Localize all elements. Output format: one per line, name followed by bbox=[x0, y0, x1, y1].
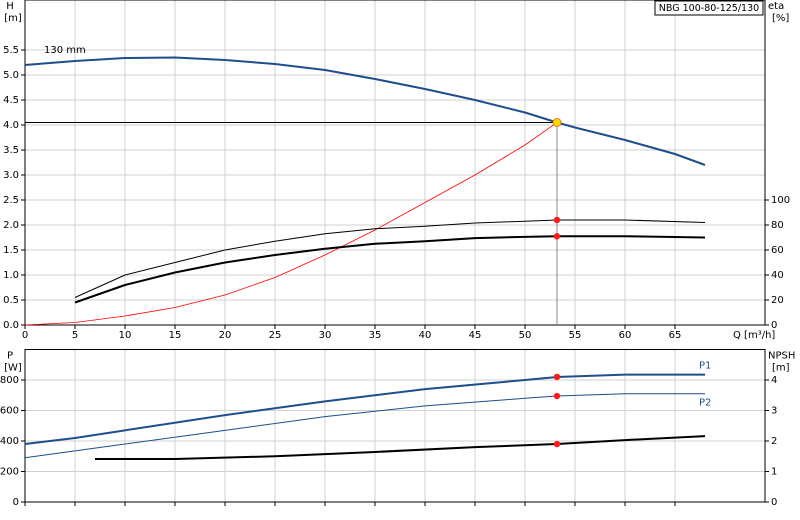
curve bbox=[24, 393, 705, 459]
y-tick-label: 4.5 bbox=[3, 95, 19, 106]
series-label: P1 bbox=[699, 361, 711, 372]
x-tick-label: 50 bbox=[519, 330, 532, 341]
y-tick-label: 4.0 bbox=[3, 120, 19, 131]
y-tick-label: 3.5 bbox=[3, 145, 19, 156]
x-tick-label: 45 bbox=[469, 330, 482, 341]
y-tick-label: 2.5 bbox=[3, 195, 19, 206]
y2-unit: [m] bbox=[772, 363, 790, 374]
y2-unit: [%] bbox=[772, 13, 789, 24]
y-tick-label: 3.0 bbox=[3, 170, 19, 181]
x-tick-label: 65 bbox=[669, 330, 682, 341]
series-label: P2 bbox=[699, 398, 711, 409]
y-unit: [m] bbox=[4, 13, 22, 24]
y-tick-label: 800 bbox=[0, 375, 19, 386]
duty-marker bbox=[553, 440, 561, 448]
y-tick-label: 1.0 bbox=[3, 270, 19, 281]
x-tick-label: 0 bbox=[22, 330, 28, 341]
y2-tick-label: 0 bbox=[771, 320, 777, 331]
y-tick-label: 0.5 bbox=[3, 295, 19, 306]
curve bbox=[74, 219, 706, 298]
y-tick-label: 400 bbox=[0, 436, 19, 447]
y2-tick-label: 2 bbox=[771, 436, 777, 447]
y-unit: [W] bbox=[4, 363, 22, 374]
y2-tick-label: 0 bbox=[771, 497, 777, 508]
y-tick-label: 1.5 bbox=[3, 245, 19, 256]
x-tick-label: 30 bbox=[319, 330, 332, 341]
x-tick-label: 60 bbox=[619, 330, 632, 341]
chart-title: NBG 100-80-125/130 bbox=[659, 3, 759, 14]
y2-tick-label: 60 bbox=[771, 245, 784, 256]
y-tick-label: 600 bbox=[0, 406, 19, 417]
duty-marker bbox=[553, 373, 561, 381]
duty-marker bbox=[553, 392, 561, 400]
y-tick-label: 200 bbox=[0, 467, 19, 478]
curve-annotation: 130 mm bbox=[44, 45, 86, 56]
x-tick-label: 5 bbox=[72, 330, 78, 341]
x-tick-label: 15 bbox=[169, 330, 182, 341]
curve bbox=[74, 235, 706, 304]
y-tick-label: 0 bbox=[13, 497, 19, 508]
curve bbox=[24, 56, 706, 166]
plot-frame bbox=[24, 0, 766, 326]
plot-frame bbox=[24, 349, 766, 503]
x-tick-label: 40 bbox=[419, 330, 432, 341]
curve bbox=[24, 122, 558, 326]
title-box bbox=[654, 0, 764, 16]
y-tick-label: 0.0 bbox=[3, 320, 19, 331]
duty-marker bbox=[553, 216, 561, 224]
y2-tick-label: 100 bbox=[771, 195, 790, 206]
curve bbox=[95, 435, 706, 460]
y2-label: eta bbox=[768, 1, 784, 12]
y2-tick-label: 3 bbox=[771, 406, 777, 417]
y-label: P bbox=[7, 351, 13, 362]
y-tick-label: 2.0 bbox=[3, 220, 19, 231]
y2-label: NPSH bbox=[768, 351, 795, 362]
y2-tick-label: 4 bbox=[771, 375, 777, 386]
x-tick-label: 25 bbox=[269, 330, 282, 341]
y2-tick-label: 40 bbox=[771, 270, 784, 281]
x-tick-label: 20 bbox=[219, 330, 232, 341]
x-tick-label: 10 bbox=[119, 330, 132, 341]
x-tick-label: 35 bbox=[369, 330, 382, 341]
y2-tick-label: 20 bbox=[771, 295, 784, 306]
y-tick-label: 5.5 bbox=[3, 45, 19, 56]
x-tick-label: 55 bbox=[569, 330, 582, 341]
y-tick-label: 5.0 bbox=[3, 70, 19, 81]
duty-marker bbox=[553, 233, 561, 240]
x-label: Q [m³/h] bbox=[733, 330, 775, 341]
y-label: H bbox=[6, 1, 14, 12]
y2-tick-label: 80 bbox=[771, 220, 784, 231]
duty-point bbox=[552, 118, 562, 127]
curve bbox=[24, 373, 705, 446]
y2-tick-label: 1 bbox=[771, 467, 777, 478]
